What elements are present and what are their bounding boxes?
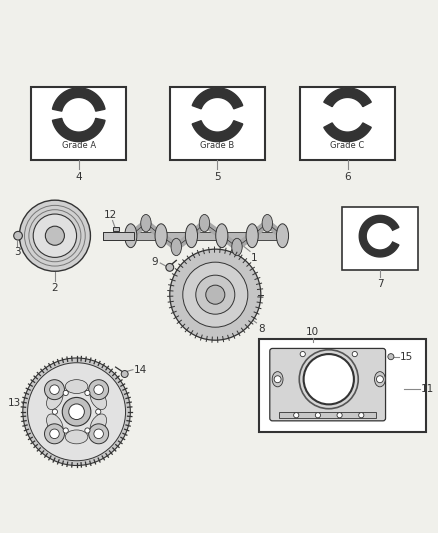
Text: 1: 1 (251, 253, 258, 263)
Ellipse shape (46, 414, 63, 435)
Bar (102, 232, 134, 240)
Ellipse shape (374, 372, 385, 387)
Circle shape (28, 363, 126, 461)
Bar (300, 86, 395, 160)
Bar (31, 86, 127, 160)
Circle shape (85, 390, 90, 395)
Ellipse shape (125, 224, 137, 248)
Circle shape (52, 409, 57, 414)
Ellipse shape (246, 224, 258, 248)
Polygon shape (192, 120, 243, 142)
Circle shape (50, 385, 59, 394)
Ellipse shape (155, 224, 167, 248)
Circle shape (88, 424, 109, 444)
Circle shape (170, 249, 261, 340)
Ellipse shape (232, 238, 242, 256)
Circle shape (166, 263, 174, 271)
Circle shape (315, 413, 321, 418)
Circle shape (376, 376, 383, 383)
Text: 3: 3 (14, 247, 21, 257)
Circle shape (63, 428, 68, 433)
Circle shape (63, 390, 68, 395)
Circle shape (121, 370, 128, 377)
Ellipse shape (90, 414, 106, 435)
Circle shape (14, 231, 22, 240)
Circle shape (304, 354, 354, 405)
Circle shape (274, 376, 281, 383)
Circle shape (206, 285, 225, 304)
Circle shape (337, 413, 342, 418)
Text: 2: 2 (52, 282, 58, 293)
Bar (113, 227, 120, 231)
Text: 14: 14 (134, 365, 148, 375)
Circle shape (359, 413, 364, 418)
Text: 13: 13 (7, 398, 21, 408)
Text: 6: 6 (344, 172, 351, 182)
Circle shape (94, 429, 103, 439)
Ellipse shape (65, 430, 88, 444)
Text: 5: 5 (214, 172, 221, 182)
Text: 7: 7 (377, 279, 383, 289)
Text: Grade C: Grade C (330, 141, 365, 150)
Polygon shape (359, 215, 399, 257)
Circle shape (196, 275, 235, 314)
Circle shape (183, 262, 248, 327)
Text: 4: 4 (75, 172, 82, 182)
Polygon shape (53, 118, 105, 142)
Circle shape (293, 413, 299, 418)
Circle shape (62, 398, 91, 426)
Text: Grade B: Grade B (200, 141, 235, 150)
Circle shape (45, 424, 64, 444)
Bar (279, 412, 376, 418)
Ellipse shape (141, 214, 151, 232)
Circle shape (50, 429, 59, 439)
Circle shape (85, 428, 90, 433)
Polygon shape (324, 123, 371, 142)
Circle shape (95, 409, 101, 414)
Polygon shape (53, 88, 105, 111)
Bar (259, 339, 426, 432)
Ellipse shape (185, 224, 198, 248)
Ellipse shape (272, 372, 283, 387)
Bar (102, 232, 285, 240)
Circle shape (45, 379, 64, 400)
Text: Grade A: Grade A (62, 141, 96, 150)
Circle shape (88, 379, 109, 400)
Circle shape (69, 404, 85, 419)
Text: 11: 11 (421, 384, 434, 394)
Text: 8: 8 (258, 324, 265, 334)
Circle shape (352, 351, 357, 357)
Circle shape (33, 214, 77, 257)
Bar (170, 86, 265, 160)
Circle shape (46, 226, 64, 245)
Ellipse shape (65, 379, 88, 393)
Circle shape (300, 351, 305, 357)
Ellipse shape (262, 214, 272, 232)
Polygon shape (324, 88, 371, 107)
Text: 15: 15 (399, 352, 413, 362)
Ellipse shape (199, 214, 210, 232)
Circle shape (94, 385, 103, 394)
Ellipse shape (90, 389, 106, 409)
Ellipse shape (46, 389, 63, 409)
Ellipse shape (171, 238, 181, 256)
FancyBboxPatch shape (270, 349, 385, 421)
Bar (342, 207, 418, 270)
Text: 9: 9 (152, 257, 158, 267)
Circle shape (23, 358, 131, 465)
Circle shape (19, 200, 90, 271)
Text: 10: 10 (306, 327, 319, 337)
Ellipse shape (276, 224, 289, 248)
Text: 12: 12 (103, 209, 117, 220)
Polygon shape (192, 88, 243, 109)
Ellipse shape (216, 224, 228, 248)
Circle shape (388, 353, 394, 360)
